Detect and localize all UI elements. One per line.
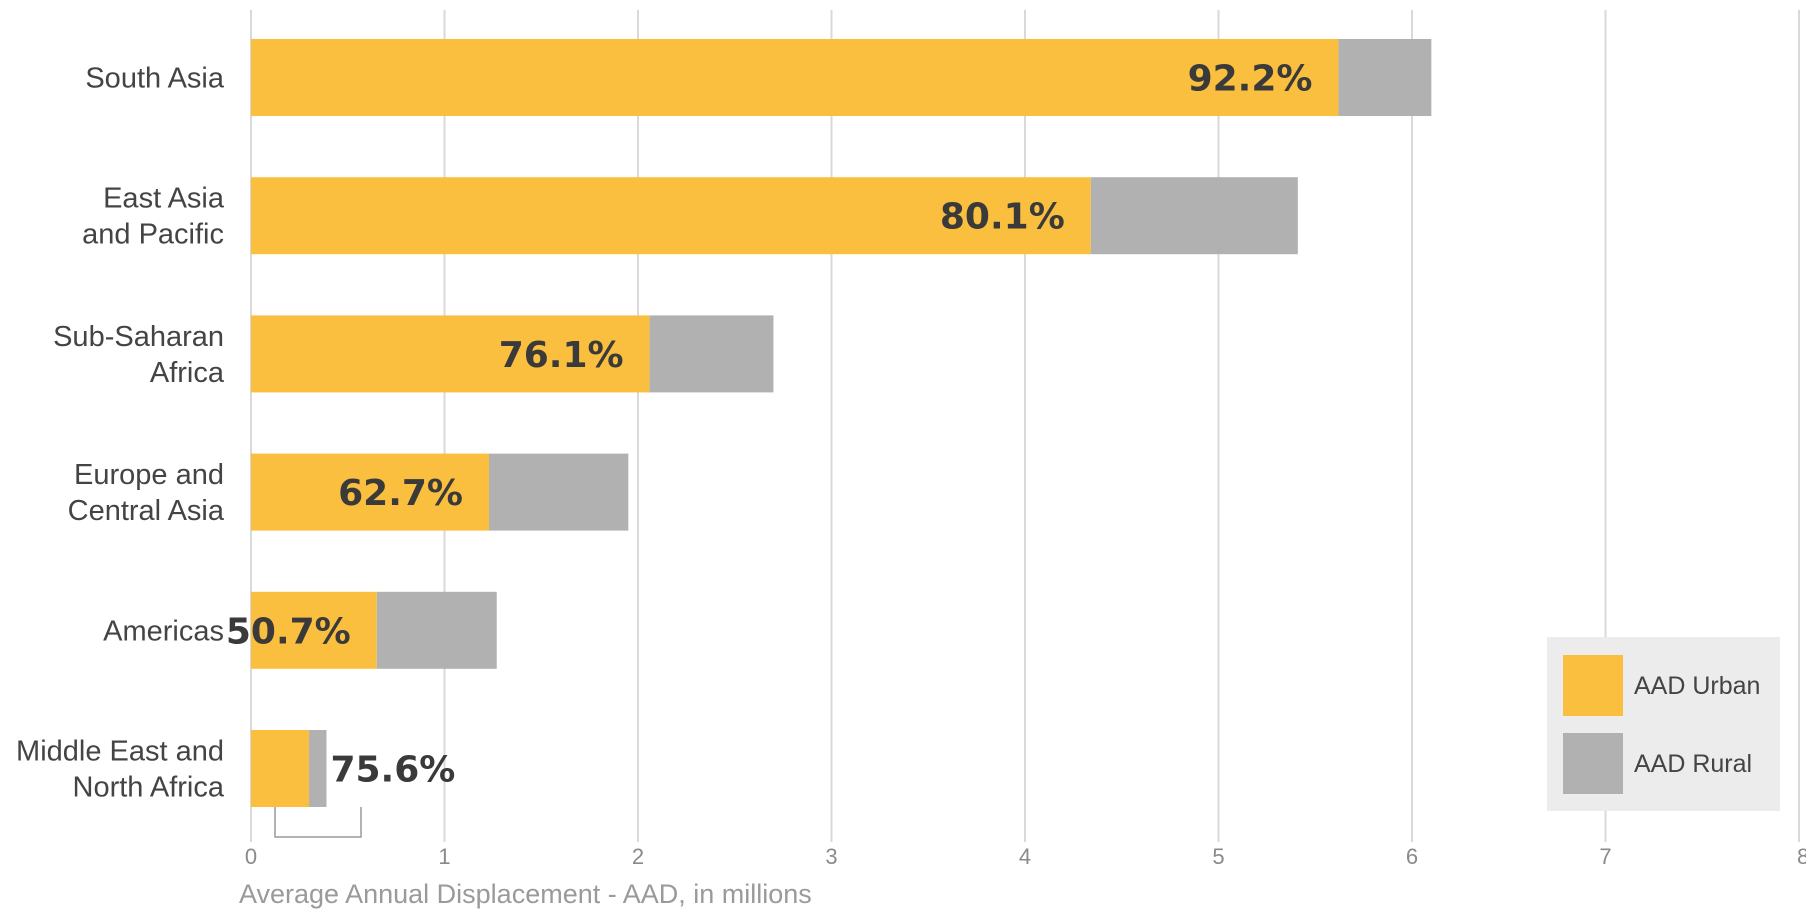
bar-urban bbox=[251, 730, 310, 807]
bar-urban bbox=[251, 177, 1091, 255]
x-tick-label: 4 bbox=[1019, 844, 1031, 869]
data-labels: 92.2% 80.1% 76.1% 62.7% 50.7% 75.6% bbox=[226, 59, 1313, 838]
bar-rural bbox=[1338, 39, 1432, 116]
category-label: Central Asia bbox=[68, 495, 225, 527]
label-bracket bbox=[274, 807, 362, 838]
category-labels: South Asia East Asia and Pacific Sub-Sahara… bbox=[16, 63, 225, 804]
data-label: 62.7% bbox=[338, 473, 463, 514]
category-label: Sub-Saharan bbox=[53, 321, 224, 353]
legend-label: AAD Urban bbox=[1634, 672, 1760, 700]
bar-urban bbox=[251, 453, 490, 531]
bar-rural bbox=[309, 730, 327, 807]
x-tick-label: 1 bbox=[438, 844, 450, 869]
x-axis-title: Average Annual Displacement - AAD, in mi… bbox=[239, 879, 812, 909]
bars bbox=[251, 39, 1432, 807]
category-label: Middle East and bbox=[16, 736, 224, 768]
bar-rural bbox=[649, 315, 774, 393]
x-tick-label: 5 bbox=[1212, 844, 1224, 869]
bar-urban bbox=[251, 591, 377, 669]
data-label: 92.2% bbox=[1188, 59, 1313, 100]
bar-urban bbox=[251, 39, 1339, 116]
legend-swatch bbox=[1563, 655, 1623, 716]
legend: AAD Urban AAD Rural bbox=[1547, 637, 1780, 811]
category-label: Africa bbox=[150, 357, 225, 389]
x-tick-labels: 0 1 2 3 4 5 6 7 8 bbox=[245, 844, 1806, 869]
gridlines bbox=[250, 10, 1800, 842]
data-label: 80.1% bbox=[940, 197, 1065, 238]
bar-rural bbox=[1090, 177, 1298, 255]
bar-rural bbox=[376, 591, 497, 669]
x-tick-label: 3 bbox=[825, 844, 837, 869]
bar-urban bbox=[251, 315, 650, 393]
x-tick-label: 8 bbox=[1797, 844, 1806, 869]
category-label: and Pacific bbox=[82, 219, 224, 251]
data-label: 50.7% bbox=[226, 611, 351, 652]
x-tick-label: 6 bbox=[1406, 844, 1418, 869]
category-label: South Asia bbox=[85, 63, 225, 95]
data-label: 75.6% bbox=[330, 750, 455, 791]
legend-swatch bbox=[1563, 733, 1623, 794]
category-label: Americas bbox=[103, 615, 224, 647]
legend-label: AAD Rural bbox=[1634, 750, 1752, 778]
x-tick-label: 0 bbox=[245, 844, 257, 869]
bar-rural bbox=[489, 453, 629, 531]
x-tick-label: 7 bbox=[1599, 844, 1611, 869]
data-label: 76.1% bbox=[499, 335, 624, 376]
x-tick-label: 2 bbox=[632, 844, 644, 869]
category-label: East Asia bbox=[103, 183, 225, 215]
category-label: Europe and bbox=[74, 459, 224, 491]
category-label: North Africa bbox=[73, 772, 225, 804]
